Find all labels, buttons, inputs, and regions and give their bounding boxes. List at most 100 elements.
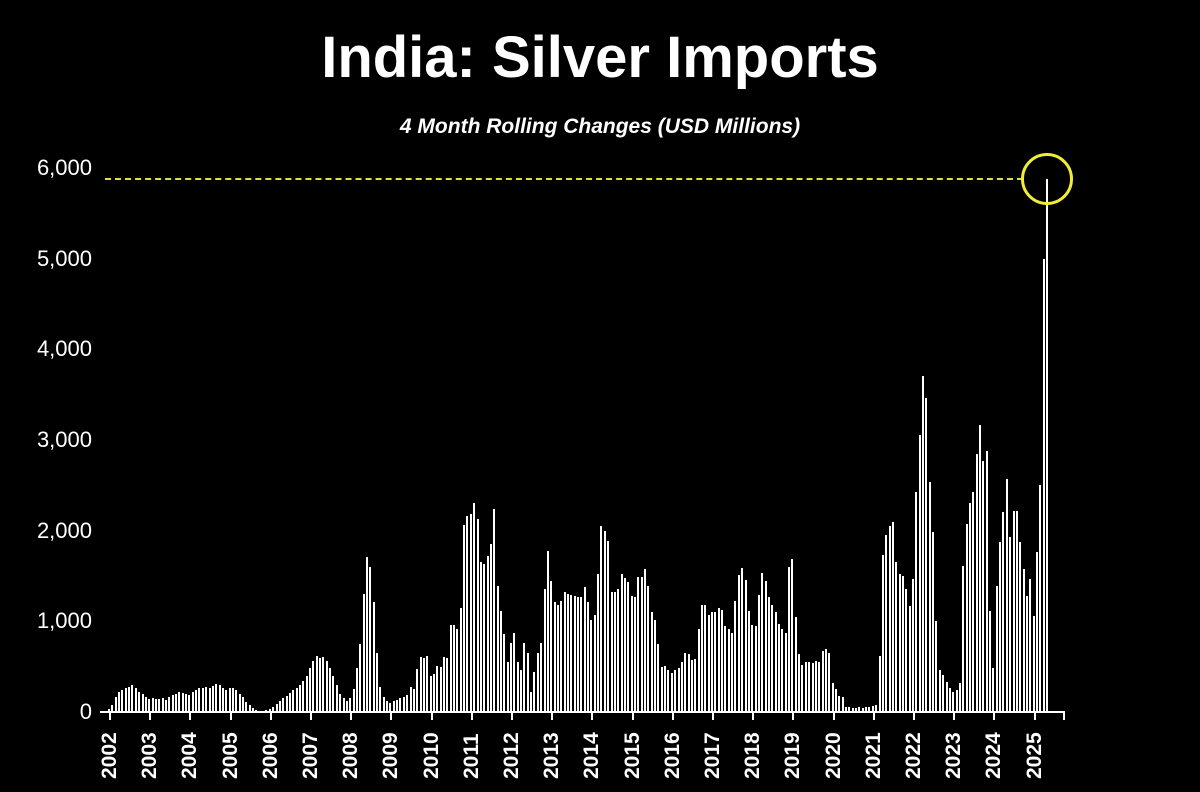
x-axis-tick-label: 2004: [178, 732, 202, 779]
data-bar: [1019, 542, 1022, 712]
data-bar: [704, 605, 707, 712]
data-bar: [151, 698, 154, 712]
data-bar: [540, 643, 543, 712]
data-bar: [396, 700, 399, 712]
data-bar: [932, 532, 935, 712]
data-bar: [580, 597, 583, 712]
data-bar: [292, 690, 295, 712]
data-bar: [412, 689, 415, 712]
data-bar: [784, 633, 787, 712]
data-bar: [875, 705, 878, 712]
x-axis-tick: [511, 713, 513, 720]
data-bar: [191, 692, 194, 712]
data-bar: [365, 557, 368, 712]
data-bar: [275, 704, 278, 712]
data-bar: [570, 595, 573, 712]
data-bar: [319, 658, 322, 712]
data-bar: [282, 698, 285, 712]
data-bar: [597, 574, 600, 712]
data-bar: [922, 376, 925, 712]
data-bar: [938, 670, 941, 712]
data-bar: [195, 690, 198, 712]
data-bar: [851, 708, 854, 712]
data-bar: [972, 492, 975, 712]
x-axis-tick-label: 2010: [419, 732, 443, 779]
data-bar: [436, 666, 439, 712]
data-bar: [751, 625, 754, 712]
data-bar: [339, 694, 342, 712]
data-bar: [382, 697, 385, 712]
data-bar: [717, 608, 720, 712]
data-bar: [1009, 537, 1012, 712]
data-bar: [322, 657, 325, 712]
data-bar: [439, 667, 442, 712]
data-bar: [918, 435, 921, 712]
data-bar: [443, 657, 445, 712]
data-bar: [536, 653, 539, 712]
data-bar: [664, 666, 667, 712]
data-bar: [724, 626, 727, 712]
data-bar: [325, 661, 328, 712]
data-bar: [1025, 596, 1028, 712]
data-bar: [128, 687, 131, 712]
x-axis-tick-label: 2012: [500, 732, 523, 779]
x-axis-tick: [189, 713, 192, 720]
data-bar: [124, 688, 127, 712]
data-bar: [516, 662, 519, 712]
y-axis-tick-label: 5,000: [36, 245, 92, 271]
data-bar: [878, 656, 881, 712]
data-bar: [727, 629, 730, 712]
data-bar: [794, 617, 797, 712]
data-bar: [995, 586, 998, 712]
x-axis-tick: [792, 713, 795, 720]
data-bar: [644, 569, 646, 712]
data-bar: [747, 611, 750, 712]
data-bar: [945, 682, 948, 712]
y-axis-tick-label: 0: [79, 699, 92, 724]
data-bar: [674, 670, 677, 712]
data-bar: [925, 398, 928, 712]
data-bar: [369, 567, 372, 712]
data-bar: [483, 564, 486, 712]
data-bar: [600, 526, 603, 712]
data-bar: [399, 698, 402, 712]
data-bar: [543, 589, 546, 712]
data-bar: [118, 692, 121, 712]
x-axis-tick: [350, 713, 353, 720]
data-bar: [473, 503, 476, 712]
data-bar: [268, 709, 271, 712]
data-bar: [741, 568, 744, 712]
data-bar: [680, 662, 683, 712]
data-bar: [315, 656, 318, 712]
data-bar: [985, 451, 988, 712]
data-bar: [982, 461, 985, 712]
data-bar: [781, 629, 784, 712]
y-axis-tick-label: 1,000: [36, 608, 92, 634]
data-bar: [111, 705, 114, 712]
data-bar: [175, 694, 177, 712]
data-bar: [164, 700, 167, 712]
x-axis-tick-label: 2006: [258, 732, 282, 779]
data-bar: [841, 697, 844, 712]
data-bar: [737, 575, 740, 712]
data-bar: [788, 567, 791, 712]
x-axis-tick-label: 2002: [98, 732, 121, 779]
data-bar: [721, 610, 724, 712]
data-bar: [429, 676, 432, 712]
data-bar: [610, 592, 613, 712]
data-bar: [134, 688, 137, 712]
x-axis-tick-label: 2018: [741, 732, 765, 779]
data-bar: [731, 633, 734, 712]
data-bar: [305, 676, 308, 712]
data-bar: [245, 702, 248, 712]
data-bar: [1046, 179, 1048, 712]
data-bar: [670, 673, 673, 712]
data-bar: [453, 625, 456, 712]
data-bar: [168, 697, 171, 712]
data-bar: [288, 693, 291, 712]
data-bar: [868, 707, 871, 712]
data-bar: [798, 654, 801, 712]
data-bar: [238, 694, 241, 712]
x-axis-tick-label: 2008: [339, 732, 363, 779]
data-bar: [235, 690, 238, 712]
